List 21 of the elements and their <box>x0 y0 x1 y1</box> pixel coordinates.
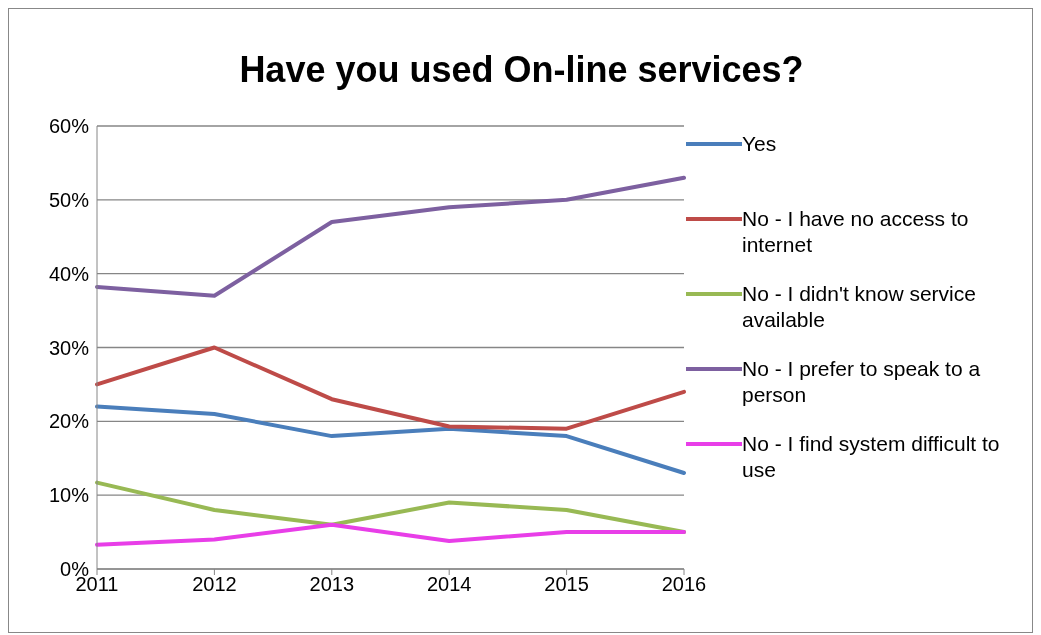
x-tick-label: 2012 <box>192 573 237 596</box>
y-tick-label: 30% <box>48 336 90 359</box>
line-series <box>95 175 686 298</box>
line-series <box>95 522 686 547</box>
y-tick-label: 60% <box>48 115 90 138</box>
x-tick-label: 2013 <box>309 573 355 596</box>
legend-label: Yes <box>742 130 777 157</box>
line-series <box>95 345 686 431</box>
y-tick-label: 40% <box>48 262 90 285</box>
x-tick-label: 2016 <box>661 573 707 596</box>
legend-label: No - I didn't know service available <box>742 280 977 333</box>
x-tick-label: 2014 <box>426 573 472 596</box>
x-tick-label: 2015 <box>544 573 589 596</box>
legend-label: No - I have no access to internet <box>742 205 970 258</box>
y-tick-label: 10% <box>48 484 90 507</box>
chart-title: Have you used On-line services? <box>238 49 805 91</box>
line-series <box>95 404 686 476</box>
legend-label: No - I find system difficult to use <box>742 430 1001 483</box>
y-tick-label: 20% <box>48 410 90 433</box>
legend-label: No - I prefer to speak to a person <box>742 355 982 408</box>
y-tick-label: 50% <box>48 188 90 211</box>
